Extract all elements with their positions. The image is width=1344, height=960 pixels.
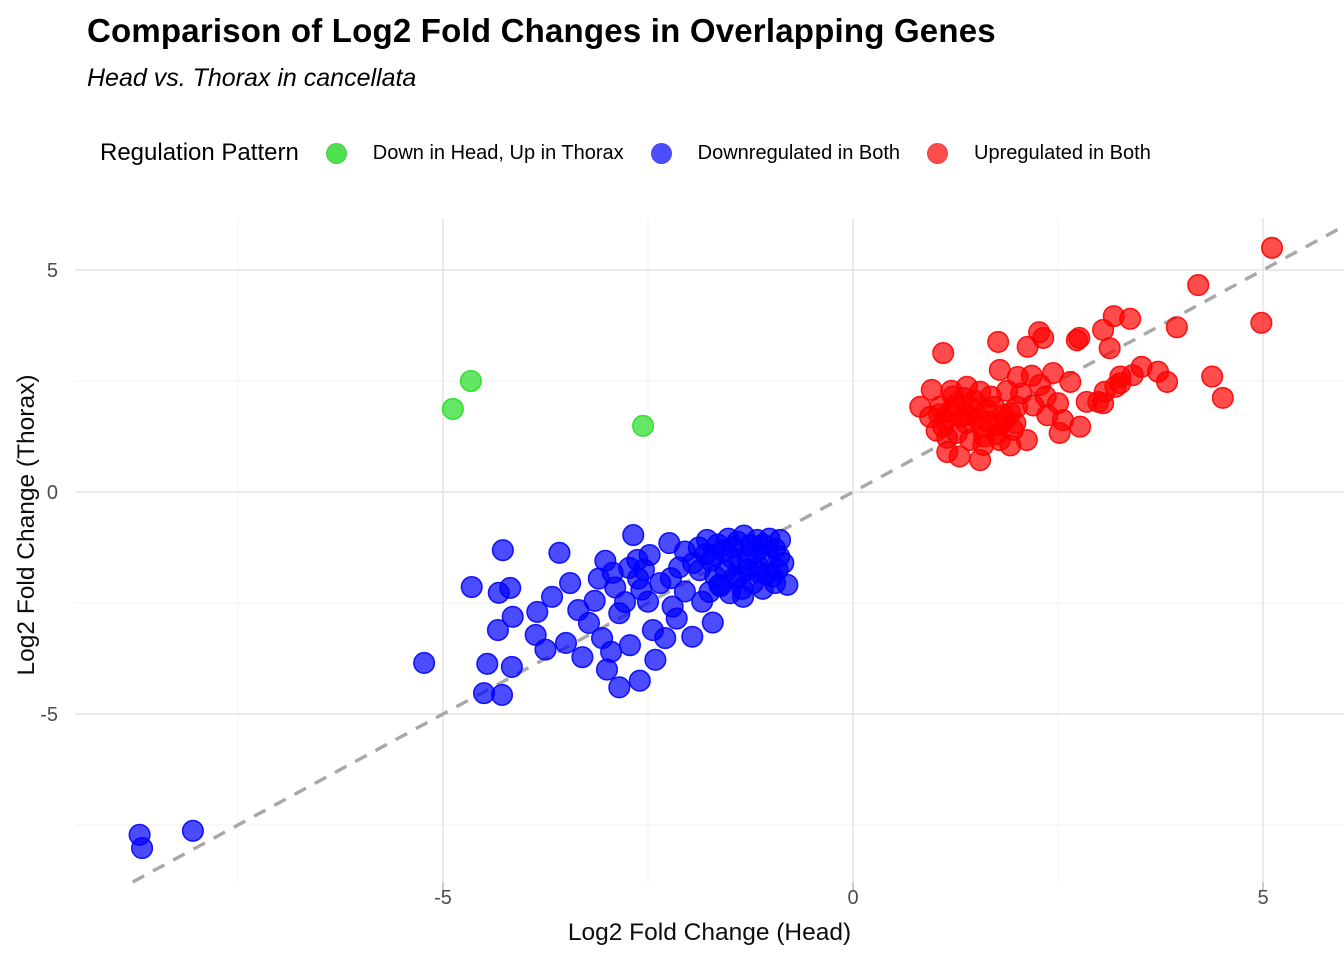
data-point [940, 379, 963, 402]
data-point [571, 646, 594, 669]
data-point [181, 819, 204, 842]
data-point [476, 652, 499, 675]
data-point [1092, 392, 1115, 415]
data-point [987, 330, 1010, 353]
data-point [764, 571, 787, 595]
data-point [587, 567, 610, 590]
data-point [731, 577, 754, 600]
data-point [1104, 375, 1127, 398]
scatter-plot: -5 0 5 5 0 -5 Log2 Fold Change (Head) Log2 Fold… [13, 218, 1344, 946]
data-point [654, 627, 677, 650]
y-axis-title: Log2 Fold Change (Thorax) [13, 375, 40, 676]
legend-item: Upregulated in Both [927, 142, 1151, 165]
x-tick-label: 5 [1257, 887, 1268, 909]
data-point [600, 640, 623, 663]
data-point [554, 631, 578, 655]
data-point [491, 539, 514, 562]
x-axis-title: Log2 Fold Change (Head) [568, 919, 851, 946]
data-point [490, 683, 514, 706]
data-point [548, 541, 571, 564]
data-point [622, 524, 645, 547]
x-tick-label: -5 [434, 887, 452, 909]
legend-label: Down in Head, Up in Thorax [372, 141, 624, 164]
data-point [681, 625, 704, 648]
data-point [1069, 415, 1092, 438]
data-point [1187, 274, 1210, 297]
data-point [1004, 412, 1027, 435]
y-tick-label: 0 [47, 482, 58, 504]
data-point [486, 619, 509, 642]
data-point [1211, 386, 1234, 409]
data-point [500, 655, 523, 678]
data-point [413, 651, 436, 674]
data-point [499, 576, 522, 599]
data-point [1092, 318, 1115, 341]
legend-item: Downregulated in Both [650, 141, 901, 165]
data-point [618, 634, 642, 657]
legend-label: Upregulated in Both [974, 141, 1151, 164]
data-point [909, 395, 932, 418]
data-point [608, 676, 631, 699]
data-point [936, 426, 959, 449]
data-point [698, 580, 721, 603]
data-point [1065, 329, 1088, 352]
data-point [988, 358, 1011, 381]
legend-key-dot-red [927, 142, 949, 164]
data-point [460, 575, 483, 599]
data-point [1250, 311, 1273, 334]
data-point [541, 585, 564, 608]
y-tick-label: -5 [40, 704, 58, 726]
data-point [628, 669, 651, 692]
data-point [1059, 370, 1082, 393]
data-point [632, 558, 655, 581]
x-tick-label: 0 [847, 887, 858, 909]
legend: Regulation Pattern Down in Head, Up in T… [100, 136, 1151, 170]
legend-key-dot-blue [650, 142, 672, 164]
data-point [673, 580, 696, 603]
data-point [1201, 365, 1224, 388]
data-point [559, 571, 582, 595]
data-point [501, 605, 524, 628]
data-point [1016, 335, 1039, 358]
data-point [1042, 361, 1065, 385]
data-point [701, 611, 724, 634]
data-point [583, 589, 606, 612]
y-tick-label: 5 [47, 260, 58, 282]
data-point [441, 397, 464, 421]
data-point [534, 638, 557, 661]
data-point [1020, 364, 1043, 387]
chart-subtitle: Head vs. Thorax in cancellata [87, 64, 417, 92]
legend-label: Downregulated in Both [697, 141, 901, 164]
data-point [920, 378, 943, 401]
data-point [632, 414, 655, 437]
data-point [577, 611, 601, 635]
data-point [526, 600, 549, 623]
data-point [1260, 236, 1284, 259]
data-point [932, 341, 955, 365]
data-point [644, 648, 667, 671]
data-point [665, 607, 688, 630]
data-point [459, 369, 482, 393]
legend-title: Regulation Pattern [100, 139, 299, 166]
data-point [1048, 421, 1071, 444]
legend-item: Down in Head, Up in Thorax [325, 141, 624, 165]
data-point [969, 448, 992, 472]
chart-title: Comparison of Log2 Fold Changes in Overl… [87, 12, 996, 49]
legend-key-dot-green [325, 142, 347, 164]
data-point [999, 434, 1022, 457]
data-point [613, 591, 637, 614]
data-point [668, 556, 691, 579]
data-point [1028, 321, 1051, 344]
data-point [1046, 392, 1070, 415]
data-point [1165, 316, 1188, 339]
data-point [131, 837, 154, 860]
